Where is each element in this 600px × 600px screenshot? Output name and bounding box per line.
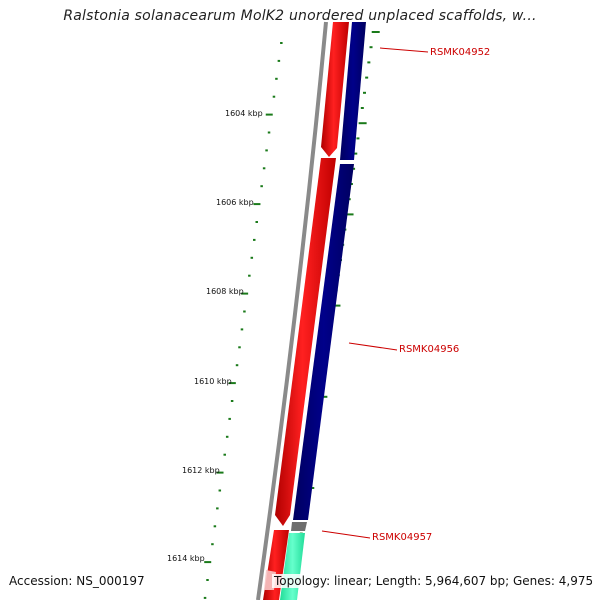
scale-label-1608: 1608 kbp <box>206 287 244 296</box>
accession-label: Accession: NS_000197 <box>9 574 145 588</box>
leader-line-rsmk04952 <box>379 47 429 53</box>
gene-label-rsmk04956[interactable]: RSMK04956 <box>399 344 459 355</box>
map-title: Ralstonia solanacearum MolK2 unordered u… <box>63 8 537 24</box>
gene-rsmk04956-forward-feature[interactable] <box>275 158 336 526</box>
scale-label-1606: 1606 kbp <box>216 198 254 207</box>
gene-rsmk04952-forward-feature[interactable] <box>321 22 349 157</box>
backbone-line <box>256 21 328 600</box>
scale-label-1610: 1610 kbp <box>194 377 232 386</box>
gene-rsmk04952-reverse-feature[interactable] <box>340 22 366 160</box>
scale-label-1614: 1614 kbp <box>167 554 205 563</box>
gene-label-rsmk04952[interactable]: RSMK04952 <box>430 47 490 58</box>
scale-label-1604: 1604 kbp <box>225 109 263 118</box>
gene-rsmk04957-feature[interactable] <box>291 522 307 531</box>
gene-label-rsmk04957[interactable]: RSMK04957 <box>372 532 432 543</box>
leader-line-rsmk04956 <box>348 342 398 351</box>
gene-rsmk04956-reverse-feature[interactable] <box>293 164 354 520</box>
leader-line-rsmk04957 <box>321 530 371 539</box>
topology-label: Topology: linear; Length: 5,964,607 bp; … <box>272 574 596 588</box>
scale-label-1612: 1612 kbp <box>182 466 220 475</box>
